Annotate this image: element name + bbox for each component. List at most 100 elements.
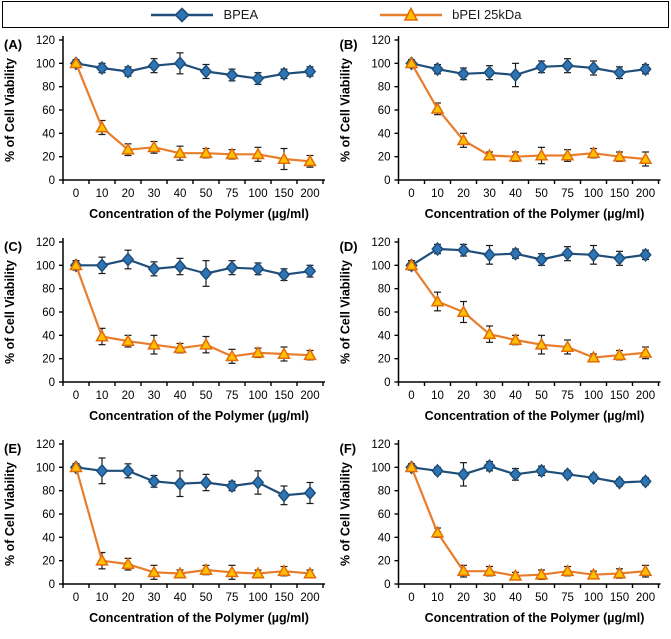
x-tick-label: 40 xyxy=(509,390,522,402)
diamond-marker xyxy=(509,67,522,83)
y-tick-label: 0 xyxy=(49,377,55,389)
y-tick-label: 0 xyxy=(49,175,55,187)
y-axis-title: % of Cell Viability xyxy=(3,260,17,364)
triangle-marker xyxy=(404,258,419,271)
x-tick-label: 50 xyxy=(535,390,548,402)
legend-item-bpea: BPEA xyxy=(149,6,258,23)
diamond-marker xyxy=(457,66,470,81)
diamond-marker xyxy=(587,470,600,485)
diamond-marker xyxy=(587,247,600,262)
triangle-marker xyxy=(225,147,239,160)
diamond-marker xyxy=(303,485,317,501)
x-tick-label: 150 xyxy=(610,390,629,402)
x-tick-label: 10 xyxy=(431,188,444,200)
diamond-marker xyxy=(199,64,213,79)
x-tick-label: 150 xyxy=(274,592,293,604)
x-tick-label: 40 xyxy=(509,188,522,200)
diamond-marker xyxy=(225,478,239,494)
y-tick-label: 60 xyxy=(42,105,55,117)
triangle-marker xyxy=(303,566,317,579)
y-tick-label: 80 xyxy=(378,486,391,498)
diamond-marker xyxy=(251,261,265,276)
panel-label: (B) xyxy=(340,37,358,52)
triangle-marker xyxy=(277,346,291,359)
legend-label-bpei: bPEI 25kDa xyxy=(452,7,522,22)
triangle-marker xyxy=(277,564,291,577)
bpei-line xyxy=(410,264,646,359)
diamond-marker xyxy=(303,64,317,79)
diamond-icon xyxy=(151,6,214,23)
panel-B: 0 20 40 60 80 100 120 0 10 20 30 40 50 75 100 150 200 % o… xyxy=(335,28,671,230)
triangle-marker xyxy=(199,562,213,575)
diamond-marker xyxy=(561,58,574,73)
x-tick-label: 50 xyxy=(200,592,213,604)
bpei-line xyxy=(74,264,311,358)
x-axis-title: Concentration of the Polymer (µg/ml) xyxy=(425,611,645,625)
triangle-marker xyxy=(199,337,213,350)
triangle-marker xyxy=(586,567,601,580)
x-tick-label: 50 xyxy=(535,592,548,604)
y-tick-label: 120 xyxy=(36,439,55,451)
diamond-marker xyxy=(251,71,265,86)
triangle-marker xyxy=(612,566,627,579)
triangle-marker xyxy=(482,564,497,577)
x-tick-label: 0 xyxy=(408,592,414,604)
x-tick-label: 100 xyxy=(584,188,603,200)
x-tick-label: 40 xyxy=(509,592,522,604)
triangle-marker xyxy=(508,149,523,162)
y-tick-label: 120 xyxy=(371,35,390,47)
diamond-marker xyxy=(483,247,496,262)
chart-C: 0 20 40 60 80 100 120 0 10 20 30 40 50 75 100 150 200 % o… xyxy=(3,237,325,423)
x-tick-label: 150 xyxy=(274,188,293,200)
y-tick-label: 120 xyxy=(36,237,55,249)
diamond-marker xyxy=(457,243,470,258)
diamond-marker xyxy=(561,467,574,482)
diamond-marker xyxy=(147,58,161,73)
diamond-marker xyxy=(639,62,652,77)
triangle-icon xyxy=(380,6,443,21)
x-tick-label: 50 xyxy=(535,188,548,200)
triangle-marker xyxy=(404,56,419,69)
x-tick-label: 20 xyxy=(457,592,470,604)
x-tick-label: 75 xyxy=(226,390,239,402)
x-tick-label: 20 xyxy=(122,390,135,402)
y-tick-label: 80 xyxy=(378,284,391,296)
diamond-marker xyxy=(509,467,522,482)
y-axis-title: % of Cell Viability xyxy=(339,462,353,566)
triangle-marker xyxy=(69,460,83,473)
triangle-marker xyxy=(95,553,109,566)
x-tick-label: 30 xyxy=(148,188,161,200)
x-tick-label: 40 xyxy=(174,592,187,604)
y-tick-label: 100 xyxy=(371,58,390,70)
y-tick-label: 40 xyxy=(42,330,55,342)
x-tick-label: 75 xyxy=(561,592,574,604)
triangle-marker xyxy=(303,348,317,361)
panel-label: (D) xyxy=(340,239,358,254)
triangle-marker xyxy=(121,142,135,155)
bpea-line xyxy=(411,62,646,77)
diamond-marker xyxy=(277,66,291,81)
triangle-marker xyxy=(430,101,445,114)
diamond-marker xyxy=(457,467,470,482)
x-tick-label: 30 xyxy=(483,592,496,604)
triangle-marker xyxy=(251,147,265,160)
diamond-marker xyxy=(173,259,187,274)
y-tick-label: 100 xyxy=(371,462,390,474)
y-tick-label: 60 xyxy=(42,307,55,319)
x-tick-label: 200 xyxy=(636,592,655,604)
y-tick-label: 60 xyxy=(378,509,391,521)
y-tick-label: 100 xyxy=(371,260,390,272)
diamond-marker xyxy=(95,60,109,76)
diamond-marker xyxy=(251,475,265,490)
x-axis-title: Concentration of the Polymer (µg/ml) xyxy=(89,207,309,221)
triangle-marker xyxy=(534,148,549,161)
x-tick-label: 30 xyxy=(483,390,496,402)
x-tick-label: 75 xyxy=(226,188,239,200)
x-tick-label: 40 xyxy=(174,188,187,200)
triangle-marker xyxy=(430,294,445,307)
triangle-marker xyxy=(456,133,471,146)
chart-B: 0 20 40 60 80 100 120 0 10 20 30 40 50 75 100 150 200 % o… xyxy=(339,35,661,221)
triangle-marker xyxy=(404,460,419,473)
x-tick-label: 150 xyxy=(274,390,293,402)
